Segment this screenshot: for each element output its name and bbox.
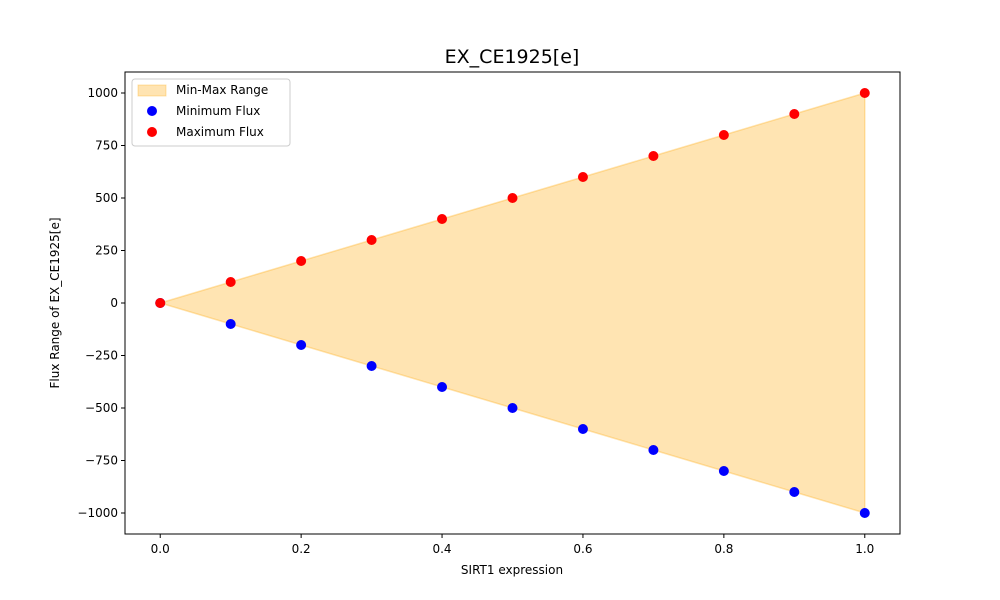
legend-box [131, 78, 291, 147]
legend-swatch-min-max-range [137, 84, 167, 97]
legend: Min-Max Range Minimum Flux Maximum Flux [131, 78, 291, 147]
x-tick-label: 0.6 [573, 542, 592, 556]
maximum-flux-point [155, 298, 166, 308]
minimum-flux-point [225, 319, 236, 329]
legend-marker-maximum-flux [147, 127, 157, 137]
minimum-flux-point [437, 382, 448, 392]
maximum-flux-point [718, 130, 729, 140]
x-tick-label: 0.0 [151, 542, 170, 556]
x-tick-label: 0.2 [292, 542, 311, 556]
legend-label: Minimum Flux [176, 104, 260, 118]
x-tick-label: 1.0 [855, 542, 874, 556]
maximum-flux-point [366, 235, 377, 245]
min-max-range-area [157, 91, 866, 515]
y-tick-label: 1000 [87, 86, 118, 100]
x-axis: 0.0 0.2 0.4 0.6 0.8 1.0 [151, 534, 874, 556]
x-axis-label: SIRT1 expression [461, 563, 563, 577]
minimum-flux-point [859, 508, 870, 518]
y-tick-label: 750 [95, 139, 118, 153]
maximum-flux-point [648, 151, 659, 161]
x-tick-label: 0.8 [714, 542, 733, 556]
y-tick-label: 500 [95, 191, 118, 205]
maximum-flux-point [225, 277, 236, 287]
minimum-flux-point [296, 340, 307, 350]
y-tick-label: −1000 [77, 506, 118, 520]
maximum-flux-point [507, 193, 518, 203]
maximum-flux-point [437, 214, 448, 224]
y-tick-label: −500 [85, 401, 118, 415]
y-tick-label: −750 [85, 454, 118, 468]
y-tick-label: 0 [110, 296, 118, 310]
maximum-flux-point [296, 256, 307, 266]
chart-title: EX_CE1925[e] [445, 46, 580, 68]
minimum-flux-point [366, 361, 377, 371]
legend-label: Maximum Flux [176, 125, 264, 139]
minimum-flux-point [718, 466, 729, 476]
y-axis: 1000 750 500 250 0 −250 −500 −750 −1000 [77, 86, 125, 520]
maximum-flux-point [789, 109, 800, 119]
minimum-flux-point [648, 445, 659, 455]
maximum-flux-point [577, 172, 588, 182]
y-tick-label: 250 [95, 244, 118, 258]
plot-area [155, 88, 870, 518]
maximum-flux-point [859, 88, 870, 98]
y-tick-label: −250 [85, 349, 118, 363]
minimum-flux-point [789, 487, 800, 497]
legend-marker-minimum-flux [147, 106, 157, 116]
x-tick-label: 0.4 [432, 542, 451, 556]
legend-label: Min-Max Range [176, 83, 268, 97]
minimum-flux-point [507, 403, 518, 413]
y-axis-label: Flux Range of EX_CE1925[e] [48, 217, 62, 388]
minimum-flux-point [577, 424, 588, 434]
